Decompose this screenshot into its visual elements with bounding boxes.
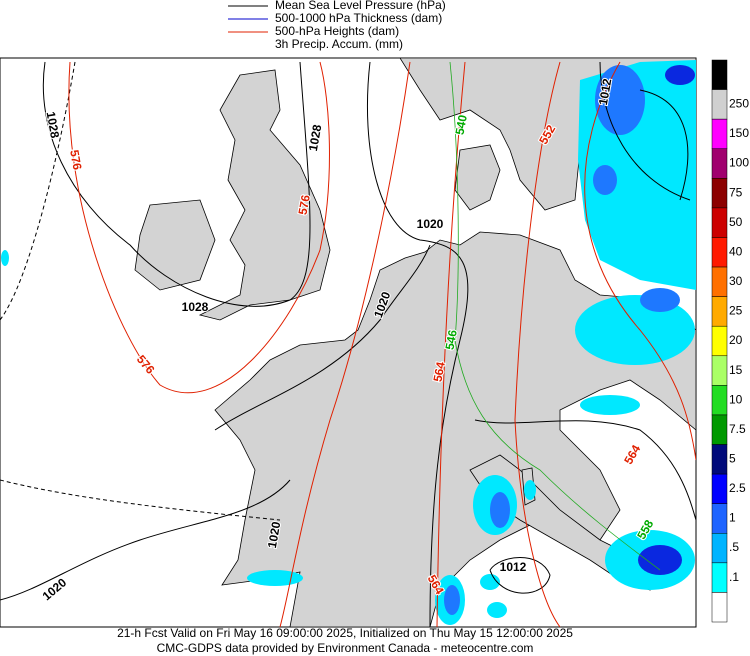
colorbar-label: 100 xyxy=(729,156,749,170)
colorbar-label: 10 xyxy=(729,392,743,406)
colorbar-swatch xyxy=(711,207,728,238)
legend-label: Mean Sea Level Pressure (hPa) xyxy=(275,0,446,12)
height-contour xyxy=(514,61,561,627)
colorbar-swatch xyxy=(711,385,728,416)
colorbar-swatch xyxy=(711,533,728,564)
colorbar-swatch xyxy=(711,118,728,149)
colorbar-label: 50 xyxy=(729,215,743,229)
precip xyxy=(1,60,696,625)
colorbar-swatch xyxy=(711,266,728,297)
legend-label: 500-hPa Heights (dam) xyxy=(275,24,399,38)
contour-label: 1028 xyxy=(182,300,209,314)
colorbar-swatch xyxy=(711,473,728,504)
colorbar-swatch xyxy=(711,592,728,623)
colorbar-swatch xyxy=(711,237,728,268)
colorbar-label: 20 xyxy=(729,333,743,347)
colorbar-swatch xyxy=(711,59,728,90)
colorbar-swatch xyxy=(711,444,728,475)
colorbar-label: 1 xyxy=(729,511,736,525)
colorbar-label: 25 xyxy=(729,304,743,318)
colorbar-label: 75 xyxy=(729,185,743,199)
footer-line: 21-h Fcst Valid on Fri May 16 09:00:00 2… xyxy=(117,626,573,640)
thickness-contour xyxy=(449,61,661,571)
colorbar-label: 150 xyxy=(729,126,749,140)
colorbar-label: .5 xyxy=(729,540,739,554)
colorbar-swatch xyxy=(711,503,728,534)
colorbar-swatch xyxy=(711,414,728,445)
contour-label: 564 xyxy=(431,360,448,382)
isobar xyxy=(367,61,469,627)
colorbar-label: 5 xyxy=(729,451,736,465)
denmark xyxy=(454,144,501,211)
colorbar-swatch xyxy=(711,178,728,209)
isobar xyxy=(214,244,431,431)
great-britain xyxy=(198,69,331,321)
contour-label: 1020 xyxy=(417,217,444,231)
legend-label: 500-1000 hPa Thickness (dam) xyxy=(275,11,442,25)
colorbar-label: 2.5 xyxy=(729,481,746,495)
colorbar-swatch xyxy=(711,89,728,120)
colorbar-swatch xyxy=(711,296,728,327)
contour-label: 1012 xyxy=(596,77,614,106)
colorbar-label: 7.5 xyxy=(729,422,746,436)
colorbar-swatch xyxy=(711,325,728,357)
colorbar-label: 30 xyxy=(729,274,743,288)
height-contour xyxy=(436,61,466,627)
isobar xyxy=(489,557,551,594)
colorbar-swatch xyxy=(711,562,728,593)
height-contour xyxy=(68,61,330,394)
isobar xyxy=(599,61,691,201)
isobar xyxy=(0,479,291,601)
isobar xyxy=(42,61,311,307)
colorbar-label: 250 xyxy=(729,97,749,111)
contour-label: 546 xyxy=(443,328,460,350)
footer-line: CMC-GDPS data provided by Environment Ca… xyxy=(157,641,534,655)
colorbar-swatch xyxy=(711,148,728,179)
contour-label: 1012 xyxy=(500,560,527,574)
height-contour xyxy=(279,61,411,627)
contour-label: 576 xyxy=(296,193,313,215)
legend-label: 3h Precip. Accum. (mm) xyxy=(275,37,403,51)
colorbar-swatch xyxy=(711,355,728,386)
colorbar-label: .1 xyxy=(729,570,739,584)
contour-label: 576 xyxy=(67,149,84,171)
contour-label: 1028 xyxy=(44,110,62,139)
contour-label: 1020 xyxy=(265,520,283,549)
legend: Mean Sea Level Pressure (hPa)500-1000 hP… xyxy=(228,0,446,51)
colorbar-label: 40 xyxy=(729,244,743,258)
height-contour xyxy=(584,61,696,461)
colorbar: 250 150 100 75 50 40 30 25 20 15 10 7.5 5 2.5 1 .5 .1 xyxy=(711,59,749,623)
contour-label: 1028 xyxy=(306,123,324,152)
colorbar-label: 15 xyxy=(729,363,743,377)
contour-label: 540 xyxy=(453,113,470,135)
